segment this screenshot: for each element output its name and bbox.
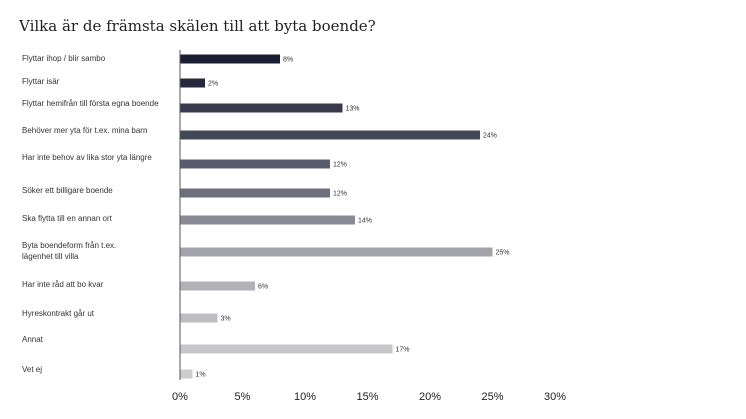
- value-label-6: 12%: [333, 191, 347, 198]
- category-label-9: Har inte råd att bo kvar: [22, 280, 104, 289]
- category-label-4: Behöver mer yta för t.ex. mina barn: [22, 126, 147, 135]
- category-label-12: Vet ej: [22, 365, 42, 374]
- chart-title: Vilka är de främsta skälen till att byta…: [18, 17, 376, 35]
- value-label-5: 12%: [333, 162, 347, 169]
- value-label-2: 2%: [208, 81, 218, 88]
- category-label-8-line-1: Byta boendeform från t.ex.: [22, 241, 116, 250]
- x-tick-label-7: 30%: [544, 391, 566, 403]
- category-label-10: Hyreskontrakt går ut: [22, 309, 95, 318]
- bar-7: [180, 215, 355, 225]
- bar-4: [180, 130, 480, 140]
- x-tick-label-1: 0%: [172, 391, 188, 403]
- bar-3: [180, 103, 343, 113]
- category-label-7: Ska flytta till en annan ort: [22, 214, 113, 223]
- category-label-11: Annat: [22, 335, 44, 344]
- x-tick-label-6: 25%: [481, 391, 503, 403]
- bars-layer: 8% 2% 13% 24% 12% 12% 14% 25% 6% 3% 17% 1%: [180, 54, 510, 379]
- value-label-7: 14%: [358, 218, 372, 225]
- value-label-11: 17%: [396, 347, 410, 354]
- category-label-8-line-2: lägenhet till villa: [22, 252, 79, 261]
- category-label-1: Flyttar ihop / blir sambo: [22, 54, 106, 63]
- x-tick-label-4: 15%: [356, 391, 378, 403]
- bar-6: [180, 188, 330, 198]
- value-label-1: 8%: [283, 57, 293, 64]
- value-label-3: 13%: [346, 106, 360, 113]
- category-label-2: Flyttar isär: [22, 77, 60, 86]
- x-tick-label-3: 10%: [294, 391, 316, 403]
- bar-10: [180, 313, 218, 323]
- value-label-9: 6%: [258, 284, 268, 291]
- value-label-8: 25%: [496, 250, 510, 257]
- bar-11: [180, 344, 393, 354]
- value-label-10: 3%: [221, 316, 231, 323]
- category-label-3: Flyttar hemifrån till första egna boende: [22, 99, 159, 108]
- bar-8: [180, 247, 493, 257]
- value-label-12: 1%: [196, 372, 206, 379]
- x-tick-label-5: 20%: [419, 391, 441, 403]
- bar-5: [180, 159, 330, 169]
- bar-1: [180, 54, 280, 64]
- x-axis-ticks-layer: 0% 5% 10% 15% 20% 25% 30%: [172, 391, 566, 403]
- bar-12: [180, 369, 193, 379]
- bar-9: [180, 281, 255, 291]
- bar-2: [180, 78, 205, 88]
- category-labels-layer: Flyttar ihop / blir sambo Flyttar isär Fly…: [22, 54, 159, 374]
- category-label-5: Har inte behov av lika stor yta längre: [22, 153, 152, 162]
- x-tick-label-2: 5%: [235, 391, 251, 403]
- category-label-6: Söker ett billigare boende: [22, 186, 113, 195]
- value-label-4: 24%: [483, 133, 497, 140]
